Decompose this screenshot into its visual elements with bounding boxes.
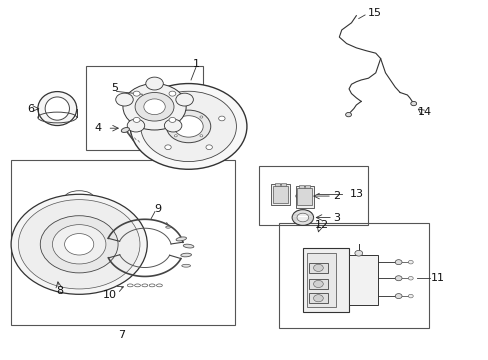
Bar [273, 186, 287, 203]
Circle shape [174, 135, 177, 137]
Bar [306, 253, 335, 307]
Ellipse shape [183, 244, 193, 248]
Circle shape [133, 91, 140, 96]
Circle shape [130, 84, 246, 169]
Circle shape [354, 250, 362, 256]
Bar [259, 166, 368, 225]
Circle shape [185, 98, 191, 103]
Circle shape [200, 135, 203, 137]
Ellipse shape [181, 253, 191, 257]
Circle shape [116, 93, 133, 106]
Circle shape [410, 102, 416, 106]
Text: 6: 6 [27, 104, 34, 113]
Text: 13: 13 [348, 189, 363, 199]
Text: 1: 1 [192, 59, 199, 69]
Ellipse shape [45, 97, 69, 120]
Bar [11, 160, 234, 325]
Ellipse shape [182, 264, 190, 267]
Text: 15: 15 [367, 8, 381, 18]
Text: 11: 11 [430, 273, 444, 283]
Circle shape [174, 116, 177, 118]
Bar [302, 248, 348, 312]
Circle shape [176, 93, 193, 106]
Bar [308, 263, 327, 273]
Text: 10: 10 [102, 290, 116, 300]
Circle shape [394, 294, 401, 298]
Text: 9: 9 [154, 203, 161, 213]
Circle shape [52, 225, 106, 264]
Text: 7: 7 [118, 330, 125, 341]
Circle shape [169, 91, 176, 96]
Circle shape [174, 116, 203, 137]
Ellipse shape [121, 127, 129, 132]
Circle shape [218, 116, 224, 121]
Circle shape [11, 194, 147, 294]
Bar [281, 183, 285, 186]
Circle shape [394, 260, 401, 265]
Bar [308, 293, 327, 303]
Circle shape [407, 260, 412, 264]
Circle shape [313, 295, 323, 302]
Bar [275, 183, 280, 186]
Ellipse shape [176, 237, 186, 241]
Circle shape [345, 112, 351, 117]
Circle shape [169, 117, 176, 122]
Text: 12: 12 [315, 220, 329, 230]
Circle shape [200, 116, 203, 118]
Text: 4: 4 [94, 123, 101, 133]
Circle shape [19, 200, 140, 289]
Bar [86, 66, 203, 150]
Circle shape [127, 119, 144, 132]
Bar [271, 184, 289, 205]
Circle shape [164, 145, 171, 150]
Bar [295, 186, 313, 207]
Circle shape [152, 116, 158, 121]
Ellipse shape [298, 194, 306, 198]
Bar [305, 185, 309, 188]
Circle shape [291, 210, 313, 225]
Text: 8: 8 [56, 286, 63, 296]
Text: 3: 3 [333, 212, 340, 222]
Ellipse shape [38, 91, 77, 126]
Circle shape [122, 84, 186, 130]
Text: 5: 5 [110, 83, 118, 93]
Circle shape [143, 99, 165, 114]
Circle shape [64, 234, 94, 255]
Bar [348, 255, 377, 305]
Circle shape [135, 93, 174, 121]
Bar [297, 188, 311, 205]
Circle shape [145, 77, 163, 90]
Circle shape [40, 216, 118, 273]
Text: 2: 2 [333, 191, 340, 201]
Text: 14: 14 [416, 107, 430, 117]
Bar [308, 279, 327, 289]
Circle shape [166, 110, 210, 143]
Circle shape [205, 145, 212, 150]
Circle shape [313, 280, 323, 288]
Circle shape [407, 294, 412, 298]
Circle shape [407, 276, 412, 280]
Circle shape [133, 117, 140, 122]
Ellipse shape [295, 193, 309, 200]
Circle shape [141, 91, 236, 162]
Circle shape [313, 264, 323, 271]
Bar [278, 223, 428, 328]
Bar [299, 185, 304, 188]
Ellipse shape [165, 226, 170, 228]
Circle shape [164, 119, 182, 132]
Circle shape [296, 213, 308, 222]
Circle shape [394, 276, 401, 281]
